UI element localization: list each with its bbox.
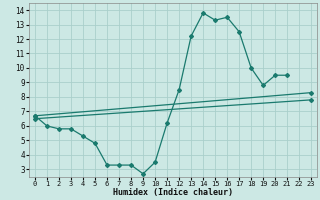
X-axis label: Humidex (Indice chaleur): Humidex (Indice chaleur) xyxy=(113,188,233,197)
